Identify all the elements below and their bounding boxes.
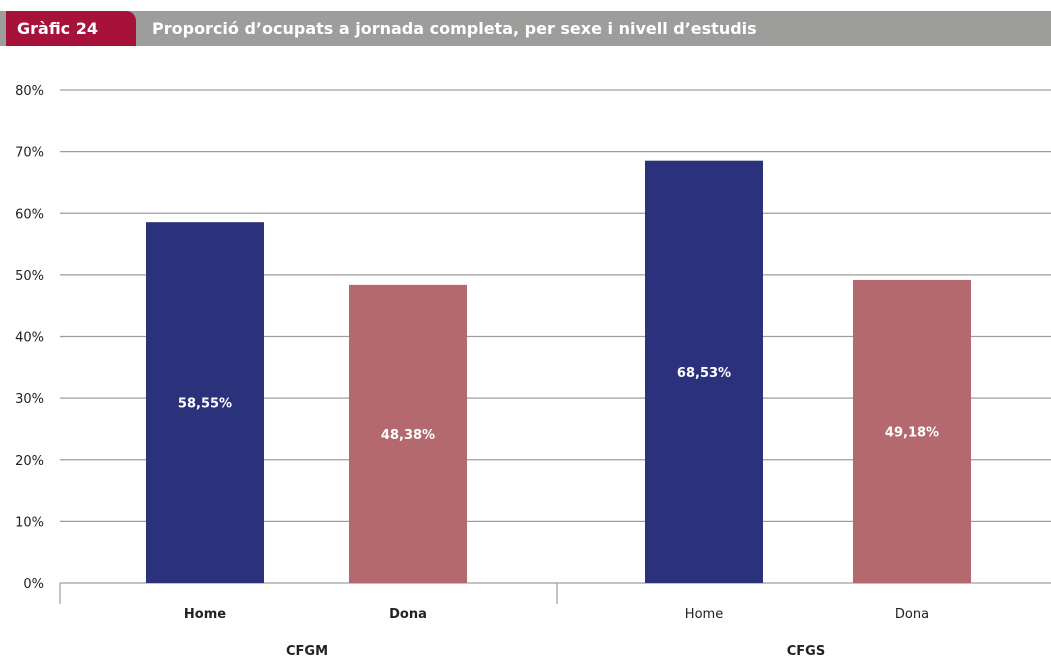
x-category-label: Home bbox=[685, 607, 723, 622]
y-tick-label: 40% bbox=[15, 331, 44, 346]
chart-title: Proporció d’ocupats a jornada completa, … bbox=[152, 19, 757, 38]
y-tick-label: 30% bbox=[15, 392, 44, 407]
y-tick-label: 0% bbox=[23, 577, 44, 592]
y-tick-label: 20% bbox=[15, 454, 44, 469]
x-category-label: Dona bbox=[389, 607, 427, 622]
bar bbox=[645, 160, 763, 583]
y-tick-label: 60% bbox=[15, 207, 44, 222]
bar-value-label: 68,53% bbox=[677, 366, 731, 381]
y-tick-label: 80% bbox=[15, 84, 44, 99]
y-tick-label: 50% bbox=[15, 269, 44, 284]
bar-value-label: 48,38% bbox=[381, 428, 435, 443]
x-group-label: CFGS bbox=[787, 644, 825, 659]
header-bar bbox=[0, 11, 1051, 46]
y-tick-label: 10% bbox=[15, 515, 44, 530]
chart-header: Gràfic 24 Proporció d’ocupats a jornada … bbox=[0, 0, 1051, 46]
chart-number-badge: Gràfic 24 bbox=[6, 11, 136, 46]
y-tick-label: 70% bbox=[15, 146, 44, 161]
bar-value-label: 49,18% bbox=[885, 425, 939, 440]
x-category-label: Home bbox=[184, 607, 226, 622]
bar bbox=[853, 279, 971, 583]
bar-value-label: 58,55% bbox=[178, 397, 232, 412]
x-category-label: Dona bbox=[895, 607, 929, 622]
x-group-label: CFGM bbox=[286, 644, 328, 659]
bar bbox=[349, 284, 467, 583]
bar bbox=[146, 222, 264, 584]
